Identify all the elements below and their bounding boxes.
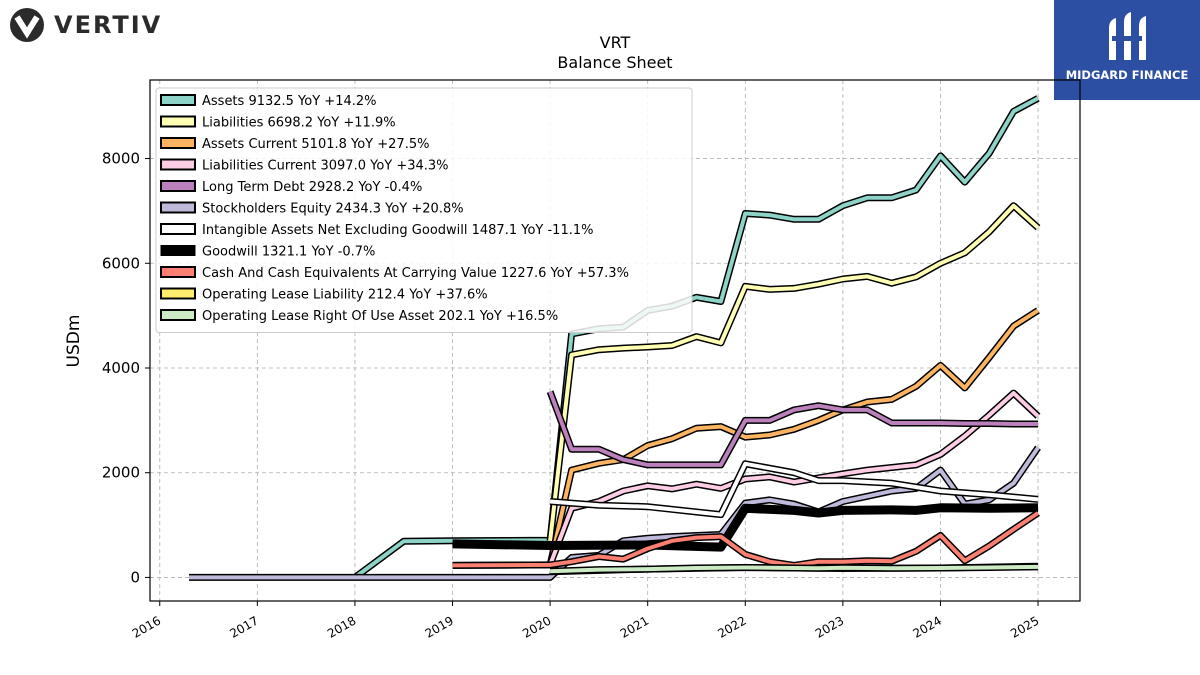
x-axis: 2016 2017 2018 2019 2020 2021 2022 2023 2024 2025 xyxy=(130,601,1042,641)
legend-swatch xyxy=(160,245,196,256)
vertiv-logo-icon xyxy=(10,8,44,42)
legend-swatch xyxy=(160,158,196,171)
legend-swatch xyxy=(160,180,196,192)
series-line xyxy=(452,308,1040,568)
legend-label: Cash And Cash Equivalents At Carrying Va… xyxy=(202,266,629,281)
series-line xyxy=(548,203,1040,542)
y-tick-label: 8000 xyxy=(102,150,140,168)
chart-title: VRT xyxy=(600,33,631,52)
series-line xyxy=(452,511,1040,568)
legend-swatch xyxy=(160,115,196,128)
x-tick-label: 2025 xyxy=(1008,613,1041,640)
series-line xyxy=(548,391,1040,566)
y-tick-label: 6000 xyxy=(102,254,140,272)
chart-subtitle: Balance Sheet xyxy=(557,53,672,72)
legend-swatch xyxy=(160,201,196,214)
x-tick-label: 2024 xyxy=(910,613,943,640)
x-tick-label: 2021 xyxy=(618,613,651,640)
legend-label: Operating Lease Right Of Use Asset 202.1… xyxy=(202,309,558,324)
brand-logo: VERTIV xyxy=(8,6,162,44)
legend-box xyxy=(155,87,693,333)
legend-swatch xyxy=(160,94,196,106)
legend-swatch xyxy=(160,266,196,278)
x-tick-label: 2023 xyxy=(813,613,846,640)
midgard-logo-icon xyxy=(1109,12,1146,60)
x-tick-label: 2019 xyxy=(423,613,456,640)
legend-label: Assets 9132.5 YoY +14.2% xyxy=(202,94,377,109)
x-tick-label: 2018 xyxy=(325,613,358,640)
y-tick-label: 4000 xyxy=(102,359,140,377)
legend-swatch xyxy=(160,137,196,149)
legend-label: Liabilities Current 3097.0 YoY +34.3% xyxy=(202,159,449,174)
y-tick-label: 0 xyxy=(130,568,140,586)
legend: Assets 9132.5 YoY +14.2% Liabilities 6698… xyxy=(155,87,693,333)
partner-logo: MIDGARD FINANCE xyxy=(1054,0,1200,100)
series-line xyxy=(548,390,1038,467)
series-line xyxy=(549,461,1039,517)
brand-name: VERTIV xyxy=(54,11,163,39)
x-tick-label: 2016 xyxy=(130,613,163,640)
legend-label: Liabilities 6698.2 YoY +11.9% xyxy=(202,116,396,131)
legend-swatch xyxy=(160,223,196,235)
y-tick-label: 2000 xyxy=(102,464,140,482)
series-lines xyxy=(189,95,1041,581)
legend-swatch xyxy=(160,287,196,300)
x-tick-label: 2020 xyxy=(520,613,553,640)
x-tick-label: 2022 xyxy=(715,613,748,640)
series-line xyxy=(550,564,1039,574)
legend-swatch xyxy=(160,309,196,321)
legend-label: Long Term Debt 2928.2 YoY -0.4% xyxy=(202,180,422,195)
plot-frame xyxy=(149,79,1081,602)
legend-label: Goodwill 1321.1 YoY -0.7% xyxy=(202,245,375,260)
legend-label: Intangible Assets Net Excluding Goodwill… xyxy=(202,223,593,238)
x-tick-label: 2017 xyxy=(227,613,260,640)
legend-label: Operating Lease Liability 212.4 YoY +37.… xyxy=(202,288,488,303)
y-axis-label: USDm xyxy=(64,315,84,368)
y-axis: 0 2000 4000 6000 8000 xyxy=(102,150,150,586)
legend-label: Assets Current 5101.8 YoY +27.5% xyxy=(202,137,429,152)
legend-label: Stockholders Equity 2434.3 YoY +20.8% xyxy=(202,202,464,217)
partner-name: MIDGARD FINANCE xyxy=(1065,68,1189,82)
